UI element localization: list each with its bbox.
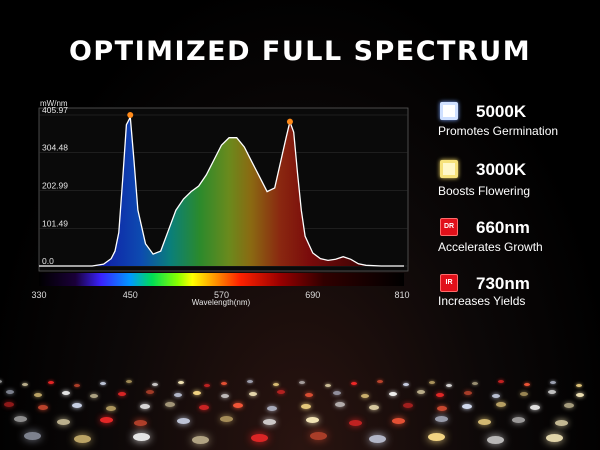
x-axis-label: Wavelength(nm) (192, 298, 251, 307)
legend-swatch-icon: IR (440, 274, 458, 292)
x-tick-label: 570 (214, 290, 229, 300)
legend-swatch-icon: DR (440, 218, 458, 236)
peak-point (127, 112, 134, 118)
peak-point (286, 118, 293, 125)
x-tick-label: 810 (394, 290, 409, 300)
legend-description: Boosts Flowering (438, 184, 531, 198)
wavelength-color-bar (39, 273, 404, 286)
spectrum-area (39, 117, 404, 266)
x-tick-label: 690 (305, 290, 320, 300)
legend-description: Promotes Germination (438, 124, 559, 138)
x-tick-label: 450 (123, 290, 138, 300)
y-tick-label: 202.99 (42, 180, 68, 190)
y-tick-label: 0.0 (42, 256, 54, 266)
legend-swatch-icon (440, 160, 458, 178)
y-axis-label: mW/nm (40, 99, 68, 108)
spectrum-line (39, 114, 404, 267)
y-tick-label: 405.97 (42, 105, 68, 115)
legend-title: 5000K (476, 102, 527, 121)
y-tick-label: 304.48 (42, 143, 68, 153)
x-tick-label: 330 (31, 290, 46, 300)
legend-description: Increases Yields (438, 294, 526, 308)
legend-swatch-icon (440, 102, 458, 120)
legend-title: 730nm (476, 274, 530, 293)
legend-title: 3000K (476, 160, 527, 179)
page-title: OPTIMIZED FULL SPECTRUM (68, 36, 532, 67)
legend-description: Accelerates Growth (438, 240, 543, 254)
y-tick-label: 101.49 (42, 218, 68, 228)
legend-title: 660nm (476, 218, 530, 237)
